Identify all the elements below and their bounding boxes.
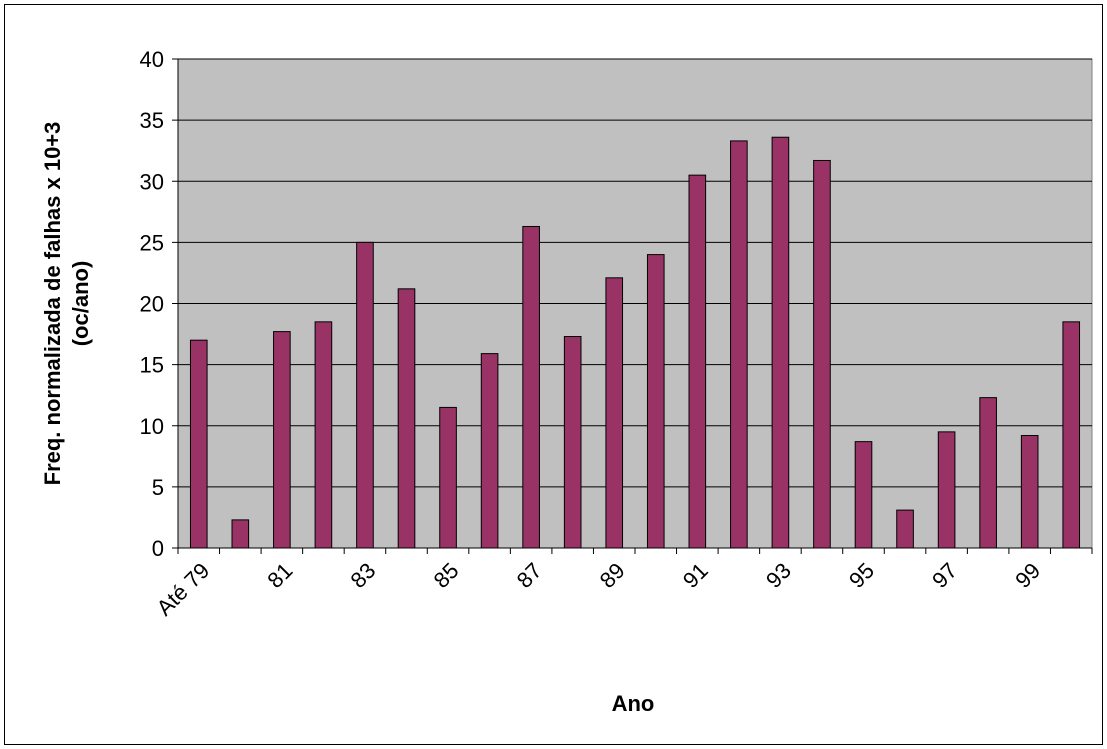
y-tick-label-25: 25 [140,230,164,255]
bar-88 [563,336,582,549]
bars [189,136,1081,549]
bar-95 [854,441,873,549]
x-axis-title: Ano [612,691,655,716]
x-tick-label: 81 [262,558,297,593]
bar-até-79 [189,339,208,549]
x-tick-label: 87 [512,558,547,593]
bar-81 [273,331,291,549]
bar-94 [813,159,831,549]
bar-80 [231,519,250,549]
x-tick-label: 89 [595,558,630,593]
y-tick-label-5: 5 [152,475,164,500]
x-tick-labels: Até 79 81 83 85 87 89 91 93 95 97 99 [152,558,1046,621]
y-tick-labels: 0 5 10 15 20 25 30 35 40 [140,47,164,561]
y-tick-label-15: 15 [140,353,164,378]
y-tick-label-10: 10 [140,414,164,439]
bar-85 [439,406,457,549]
bar-97 [937,431,956,549]
bar-83 [356,241,374,549]
bar-92 [730,140,748,549]
bar-98 [979,397,997,549]
bar-96 [896,509,914,549]
bar-99 [1020,435,1039,549]
y-tick-label-0: 0 [152,536,164,561]
y-tick-label-40: 40 [140,47,164,72]
y-axis-title-line1: Freq. normalizada de falhas x 10+3 [40,122,65,486]
y-tick-label-35: 35 [140,108,164,133]
x-tick-label: 99 [1010,558,1045,593]
x-tick-label: 85 [429,558,464,593]
y-axis-title-line2: (oc/ano) [68,261,93,347]
y-tick-label-30: 30 [140,169,164,194]
bar-00 [1062,321,1081,549]
x-tick-label: 97 [927,558,962,593]
bar-84 [397,288,416,549]
bar-90 [646,254,665,549]
axes [172,58,1093,554]
x-tick-label: 93 [761,558,796,593]
bar-86 [480,353,499,549]
x-tick-label: 91 [678,558,713,593]
bar-89 [605,277,624,549]
bar-93 [771,136,790,549]
x-tick-label: 83 [345,558,380,593]
x-tick-label: Até 79 [152,558,215,621]
y-tick-label-20: 20 [140,292,164,317]
bar-91 [688,174,707,549]
bar-87 [522,225,540,549]
bar-82 [314,321,333,549]
x-tick-label: 95 [844,558,879,593]
